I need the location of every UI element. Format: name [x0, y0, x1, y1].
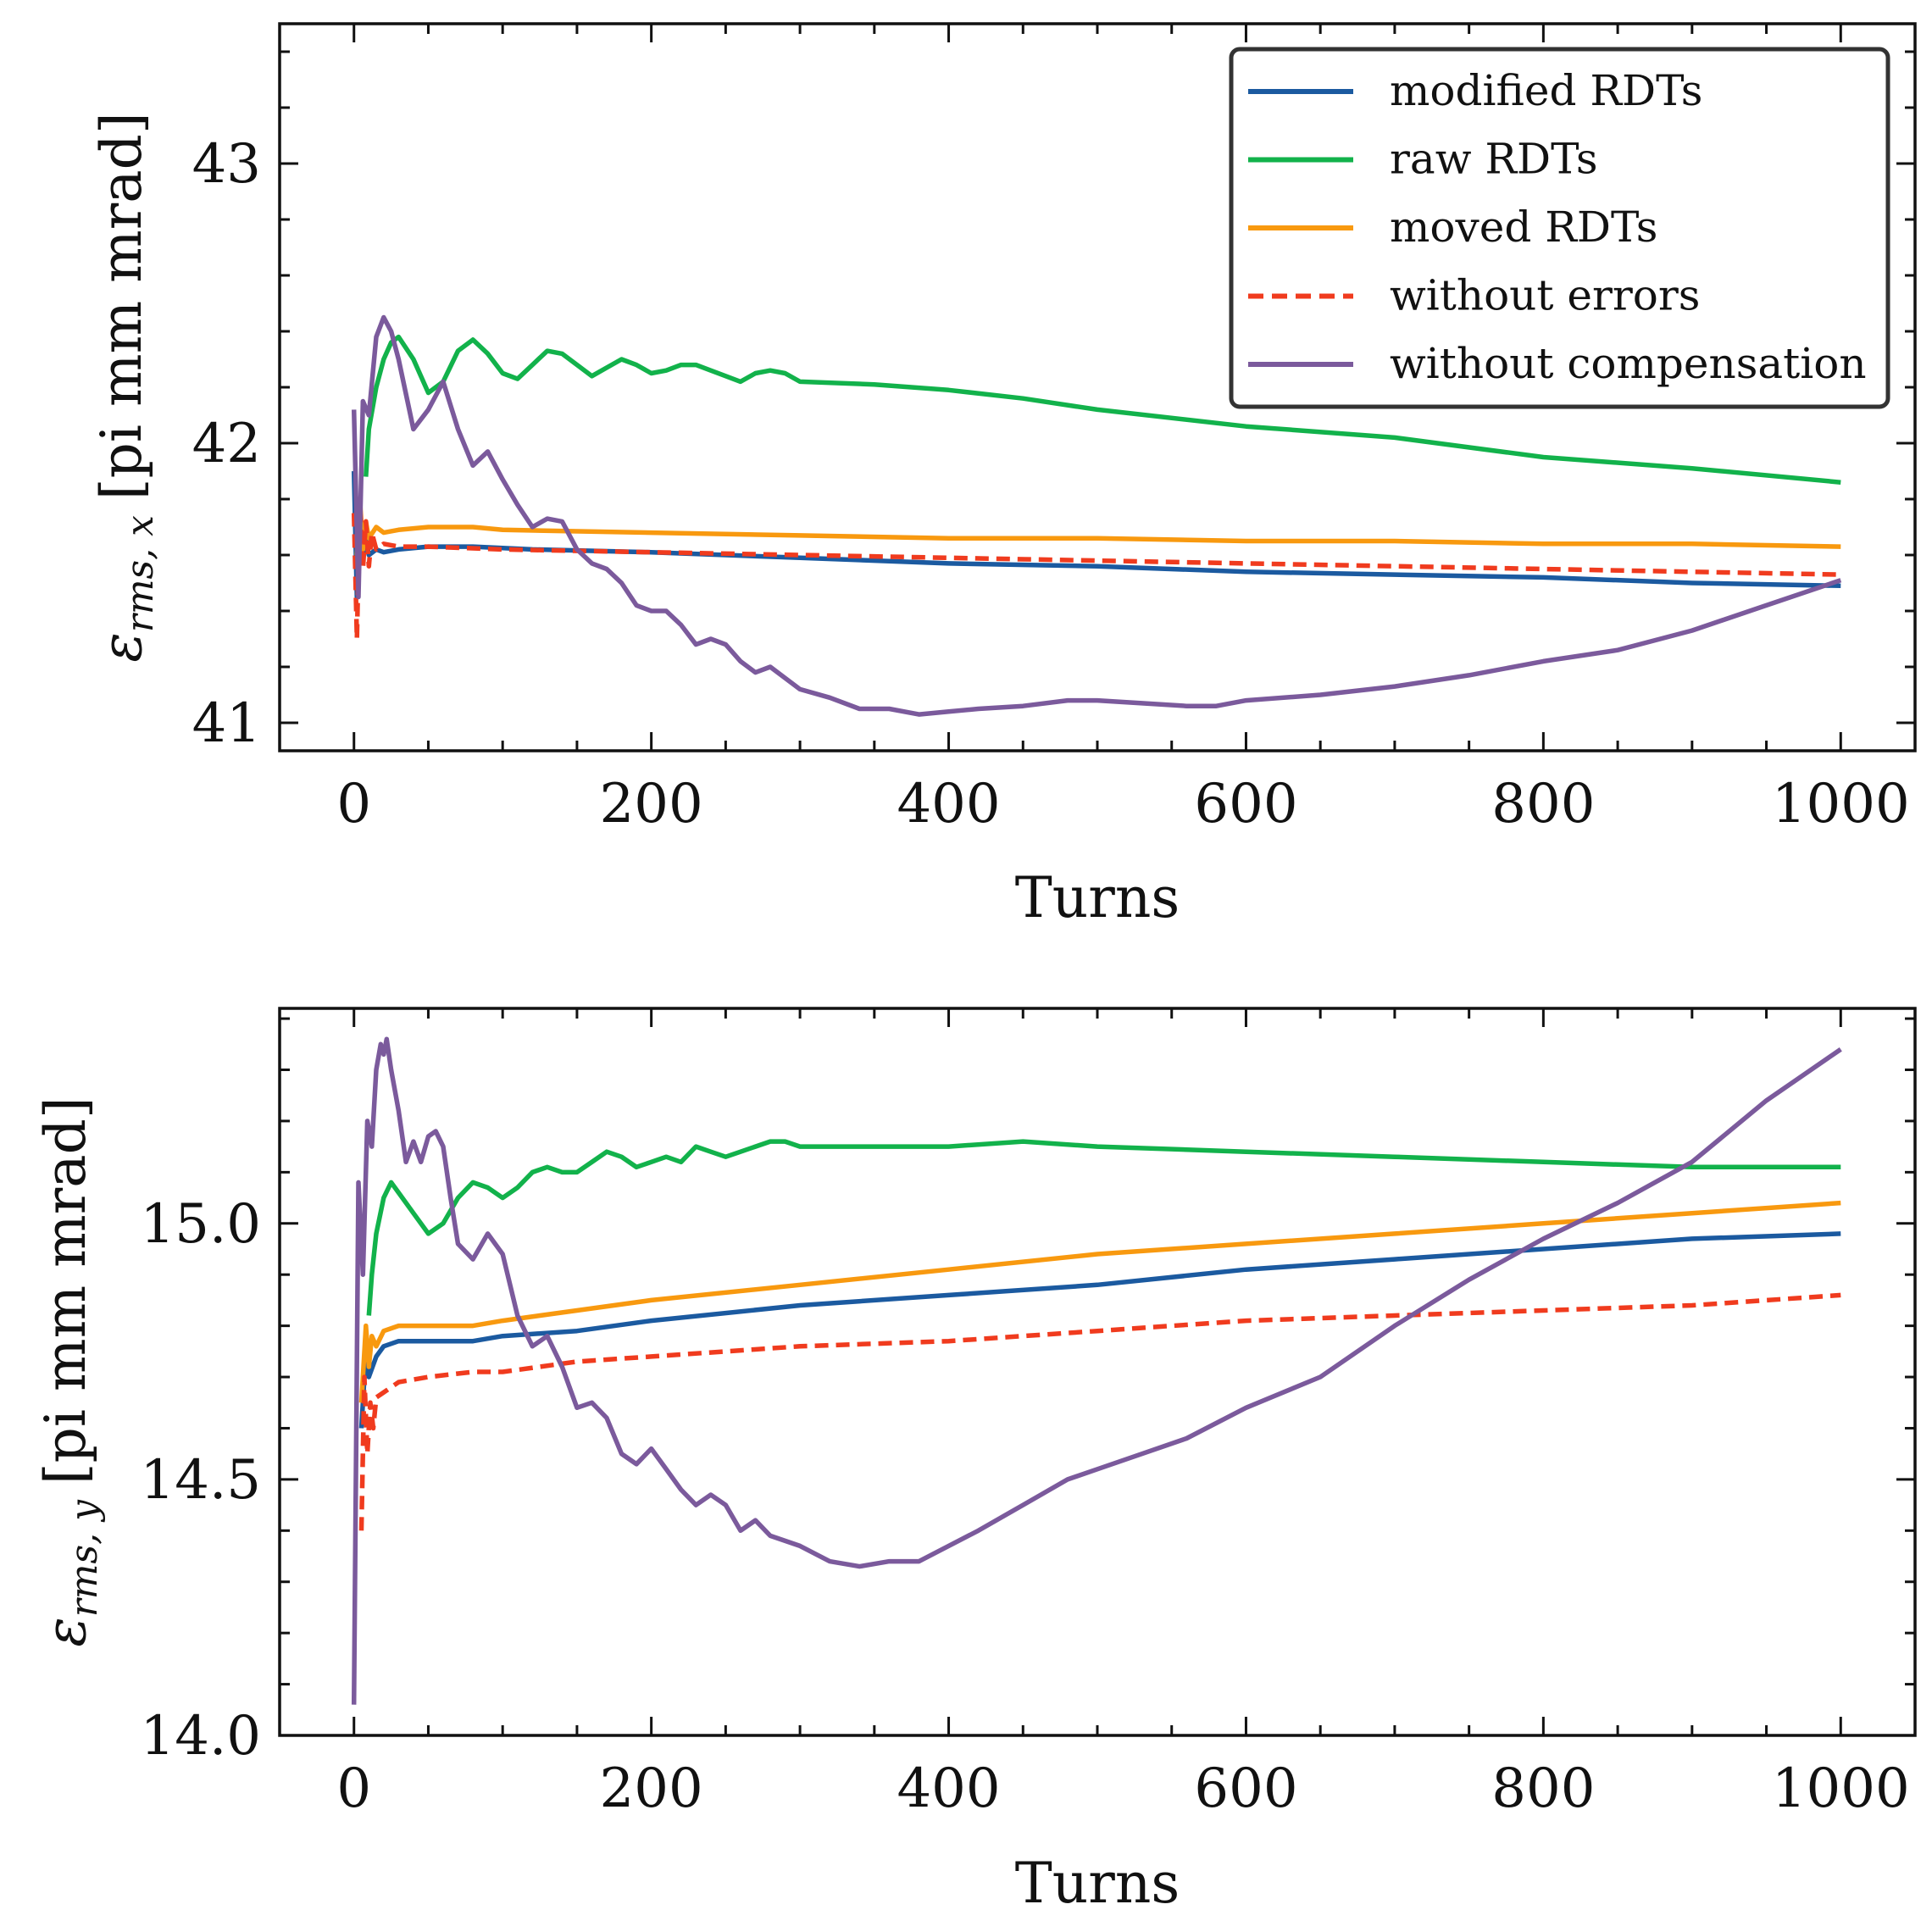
bottom-series-without-errors: [358, 1292, 1841, 1531]
bottom-tick-labels: 0 200 400 600 800 1000 14.0 14.5 15.0: [141, 1193, 1910, 1820]
bottom-series-group: [351, 1036, 1842, 1705]
bottom-series-without-compensation: [351, 1036, 1842, 1705]
top-series-group: [351, 314, 1842, 717]
top-y-tick-label: 43: [192, 133, 261, 196]
bottom-y-axis-symbol: ε: [33, 1617, 98, 1646]
legend-label: moved RDTs: [1390, 203, 1657, 252]
top-x-tick-label: 0: [336, 773, 371, 836]
top-y-axis-units: [pi mm mrad]: [89, 112, 154, 500]
bottom-x-tick-label: 600: [1194, 1757, 1297, 1820]
legend-item: without errors: [1248, 271, 1700, 320]
top-x-tick-label: 800: [1491, 773, 1595, 836]
top-y-tick-label: 41: [192, 692, 261, 755]
top-x-tick-label: 200: [600, 773, 703, 836]
bottom-series-modified-rdts: [358, 1231, 1841, 1429]
bottom-y-tick-label: 14.0: [141, 1705, 262, 1768]
top-series-moved-rdts: [354, 497, 1841, 556]
bottom-series-moved-rdts: [358, 1200, 1841, 1403]
top-y-tick-label: 42: [192, 413, 261, 475]
top-x-tick-label: 400: [897, 773, 1000, 836]
bottom-y-axis-subscript: rms, y: [63, 1499, 106, 1617]
legend-item: raw RDTs: [1248, 135, 1598, 184]
legend-item: modified RDTs: [1248, 66, 1702, 115]
legend-label: without errors: [1390, 271, 1700, 320]
top-series-modified-rdts: [351, 470, 1841, 600]
top-series-without-errors: [351, 497, 1841, 641]
bottom-x-tick-label: 400: [897, 1757, 1000, 1820]
bottom-x-tick-label: 1000: [1772, 1757, 1910, 1820]
bottom-x-axis-title: Turns: [1015, 1851, 1180, 1916]
top-x-axis-title: Turns: [1015, 865, 1180, 930]
bottom-plot-frame: [278, 1007, 1917, 1737]
bottom-x-tick-label: 0: [336, 1757, 371, 1820]
bottom-series-raw-rdts: [366, 1139, 1841, 1316]
bottom-x-tick-label: 200: [600, 1757, 703, 1820]
top-tick-labels: 0 200 400 600 800 1000 41 42 43: [192, 133, 1910, 836]
top-series-raw-rdts: [364, 334, 1841, 485]
legend-box: [1229, 47, 1890, 409]
top-y-axis-subscript: rms, x: [119, 515, 162, 632]
panel-bottom: 0 200 400 600 800 1000 14.0 14.5 15.0 Turns εrms…: [33, 1007, 1917, 1916]
top-y-axis-title: εrms, x [pi mm mrad]: [89, 112, 162, 662]
bottom-ticks: [280, 1008, 1915, 1737]
legend-entries: modified RDTs raw RDTs moved RDTs without e…: [1248, 66, 1867, 388]
legend-label: modified RDTs: [1390, 66, 1702, 115]
legend-item: without compensation: [1248, 339, 1867, 388]
legend-label: raw RDTs: [1390, 135, 1598, 184]
legend: modified RDTs raw RDTs moved RDTs without e…: [1229, 47, 1890, 409]
top-y-axis-symbol: ε: [89, 632, 154, 662]
bottom-x-tick-label: 800: [1491, 1757, 1595, 1820]
bottom-y-axis-units: [pi mm mrad]: [33, 1096, 98, 1485]
bottom-y-tick-label: 14.5: [141, 1449, 262, 1512]
panel-top: 0 200 400 600 800 1000 41 42 43 Turns εrms, x [pi…: [89, 22, 1917, 930]
top-series-without-compensation: [351, 314, 1842, 717]
bottom-y-axis-title: εrms, y [pi mm mrad]: [33, 1096, 106, 1646]
legend-label: without compensation: [1390, 339, 1867, 388]
top-ticks: [280, 24, 1915, 751]
top-x-tick-label: 600: [1194, 773, 1297, 836]
legend-item: moved RDTs: [1248, 203, 1657, 252]
top-x-tick-label: 1000: [1772, 773, 1910, 836]
bottom-y-tick-label: 15.0: [141, 1193, 262, 1256]
